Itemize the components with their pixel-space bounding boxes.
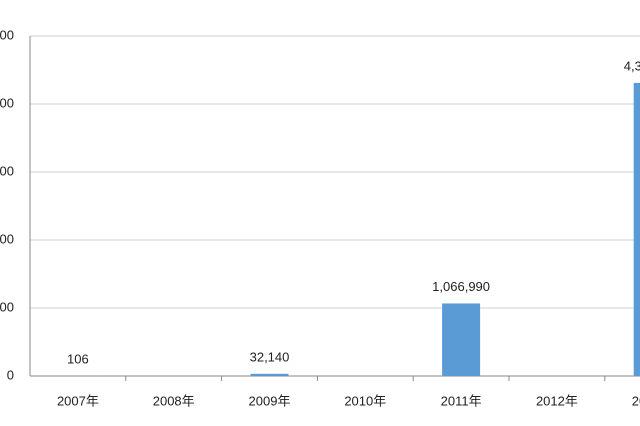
- y-tick-label: 0: [7, 367, 14, 382]
- y-tick-label: 4,000,000: [0, 95, 14, 110]
- y-tick-label: 3,000,000: [0, 163, 14, 178]
- bar: [633, 82, 640, 377]
- x-tick-label: 2010年: [344, 393, 386, 408]
- x-tick-label: 2012年: [536, 393, 578, 408]
- x-tick-label: 2008年: [153, 393, 195, 408]
- x-tick-label: 2007年: [57, 393, 99, 408]
- y-tick-label: 2,000,000: [0, 231, 14, 246]
- y-tick-label: 5,000,000: [0, 27, 14, 42]
- x-tick-label: 2013年: [632, 393, 640, 408]
- bar: [442, 303, 481, 376]
- data-label: 32,140: [250, 349, 290, 364]
- x-tick-label: 2011年: [441, 393, 482, 408]
- data-label: 106: [67, 351, 89, 366]
- data-label: 1,066,990: [432, 279, 490, 294]
- y-tick-label: 1,000,000: [0, 299, 14, 314]
- bar: [250, 373, 289, 376]
- data-label: 4,310,000: [624, 58, 640, 73]
- x-tick-label: 2009年: [249, 393, 291, 408]
